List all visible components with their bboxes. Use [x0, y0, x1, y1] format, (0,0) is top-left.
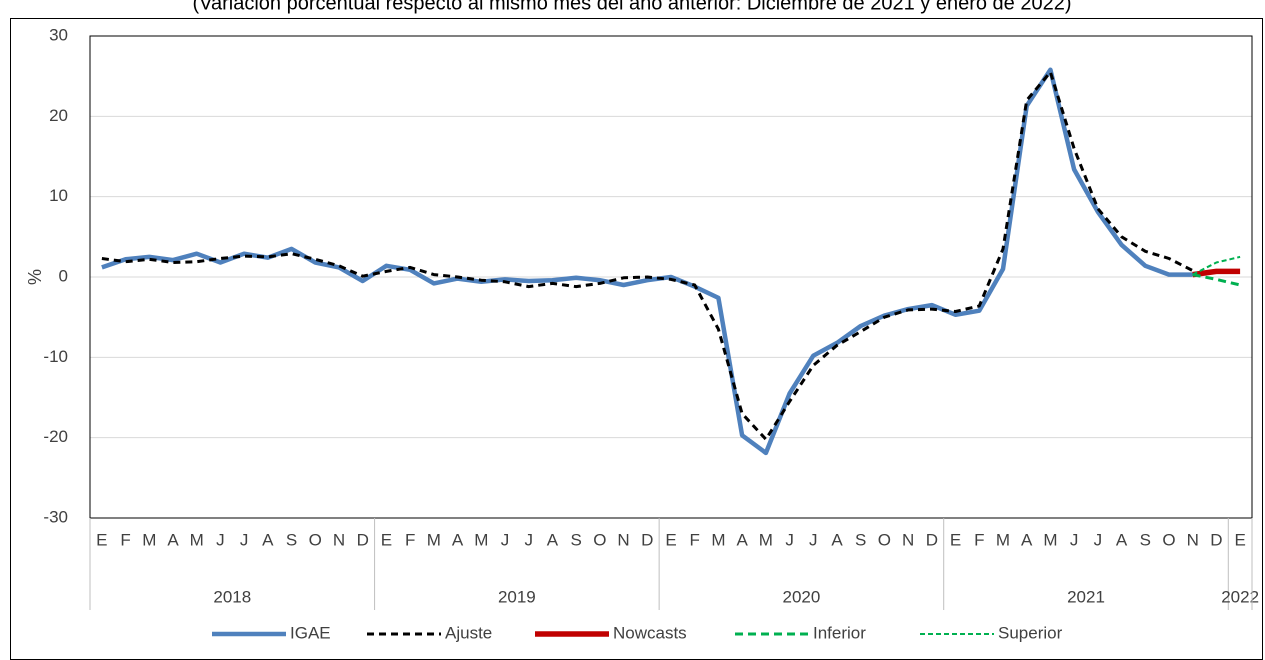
x-tick-label: J	[524, 530, 533, 549]
x-tick-label: O	[878, 530, 891, 549]
x-tick-label: D	[926, 530, 938, 549]
x-tick-label: M	[711, 530, 725, 549]
title-backdrop	[0, 0, 1265, 17]
chart-border	[10, 18, 1263, 660]
x-tick-label: A	[1116, 530, 1128, 549]
x-tick-label: A	[736, 530, 748, 549]
y-axis-label: %	[25, 269, 45, 285]
x-tick-label: N	[617, 530, 629, 549]
x-tick-label: M	[474, 530, 488, 549]
x-tick-label: N	[333, 530, 345, 549]
y-tick-label: -10	[43, 347, 68, 366]
x-tick-label: J	[809, 530, 818, 549]
x-tick-label: F	[120, 530, 130, 549]
x-tick-label: M	[142, 530, 156, 549]
x-tick-label: E	[381, 530, 392, 549]
x-tick-label: O	[309, 530, 322, 549]
x-tick-label: J	[216, 530, 225, 549]
y-tick-label: 0	[59, 266, 68, 285]
x-tick-label: D	[1210, 530, 1222, 549]
x-tick-label: E	[665, 530, 676, 549]
x-tick-label: M	[190, 530, 204, 549]
y-tick-label: 10	[49, 186, 68, 205]
x-tick-label: D	[641, 530, 653, 549]
legend-label: Inferior	[813, 623, 866, 642]
x-tick-label: S	[1140, 530, 1151, 549]
y-tick-label: 30	[49, 25, 68, 44]
legend-label: IGAE	[290, 623, 331, 642]
series-line	[1192, 268, 1241, 278]
x-tick-label: A	[452, 530, 464, 549]
legend-label: Ajuste	[445, 623, 492, 642]
x-tick-label: S	[570, 530, 581, 549]
x-tick-label: S	[286, 530, 297, 549]
x-tick-label: A	[831, 530, 843, 549]
x-tick-label: A	[262, 530, 274, 549]
chart-subtitle: (Variación porcentual respecto al mismo …	[193, 0, 1072, 14]
x-tick-label: J	[501, 530, 510, 549]
series-line	[1192, 255, 1241, 276]
x-tick-label: E	[96, 530, 107, 549]
series-line	[1192, 273, 1241, 287]
plot-border	[89, 35, 1253, 519]
y-tick-label: 20	[49, 106, 68, 125]
x-tick-label: J	[1070, 530, 1079, 549]
year-label: 2019	[498, 587, 536, 606]
x-tick-label: F	[974, 530, 984, 549]
x-tick-label: M	[1043, 530, 1057, 549]
x-tick-label: J	[1094, 530, 1103, 549]
x-tick-label: J	[240, 530, 249, 549]
x-tick-label: M	[759, 530, 773, 549]
x-tick-label: E	[950, 530, 961, 549]
x-tick-label: J	[785, 530, 794, 549]
x-tick-label: M	[996, 530, 1010, 549]
x-tick-label: F	[690, 530, 700, 549]
x-tick-label: E	[1234, 530, 1245, 549]
year-label: 2020	[783, 587, 821, 606]
year-label: 2022	[1221, 587, 1259, 606]
x-tick-label: A	[547, 530, 559, 549]
series-line	[101, 70, 1194, 441]
x-tick-label: S	[855, 530, 866, 549]
y-tick-label: -30	[43, 507, 68, 526]
x-tick-label: O	[593, 530, 606, 549]
x-tick-label: N	[1187, 530, 1199, 549]
x-tick-label: A	[1021, 530, 1033, 549]
x-tick-label: O	[1162, 530, 1175, 549]
x-tick-label: A	[167, 530, 179, 549]
year-label: 2018	[213, 587, 251, 606]
year-label: 2021	[1067, 587, 1105, 606]
legend-label: Nowcasts	[613, 623, 687, 642]
x-tick-label: D	[357, 530, 369, 549]
x-tick-label: N	[902, 530, 914, 549]
x-tick-label: F	[405, 530, 415, 549]
series-line	[101, 67, 1193, 456]
legend-label: Superior	[998, 623, 1063, 642]
x-tick-label: M	[427, 530, 441, 549]
y-tick-label: -20	[43, 427, 68, 446]
